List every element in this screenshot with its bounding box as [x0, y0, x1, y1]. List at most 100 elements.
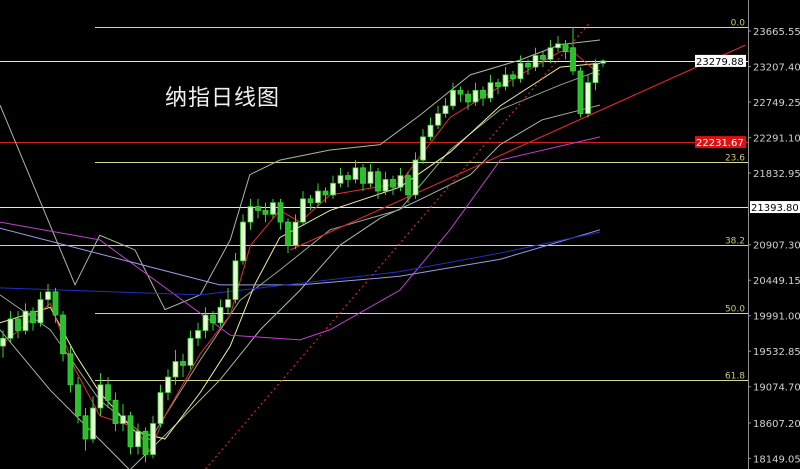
chart-title: 纳指日线图: [165, 86, 281, 111]
candle: [52, 287, 59, 323]
price-label-box: [695, 136, 746, 149]
bull-candle-body: [165, 376, 171, 393]
candle: [75, 377, 81, 424]
bull-candle-body: [292, 221, 299, 246]
bull-candle-body: [120, 415, 126, 424]
bull-candle-body: [337, 175, 344, 184]
price-label-box: [695, 54, 746, 67]
bear-candle-body: [577, 70, 584, 114]
candle: [435, 105, 441, 130]
indicator-line: [0, 62, 601, 440]
bull-candle-body: [487, 82, 494, 99]
bull-candle-body: [300, 198, 306, 223]
candle: [7, 311, 14, 343]
candle: [315, 183, 321, 207]
indicator-line: [0, 227, 601, 286]
candle: [187, 330, 194, 370]
candle: [540, 51, 546, 68]
bear-candle-body: [510, 74, 516, 80]
price-axis-label: 19991.00: [753, 312, 800, 323]
candle: [585, 74, 591, 118]
price-axis-label: 20907.30: [753, 241, 800, 252]
candle: [345, 171, 351, 188]
bull-candle-body: [195, 330, 201, 339]
candle: [292, 214, 299, 250]
bull-candle-body: [592, 62, 599, 83]
price-axis-label: 23665.55: [753, 27, 800, 38]
indicator-line: [0, 231, 601, 296]
bull-candle-body: [517, 62, 524, 80]
price-label: 23279.88: [696, 57, 744, 68]
candle: [502, 67, 509, 91]
candle: [270, 198, 276, 219]
price-axis-label: 18607.20: [753, 419, 800, 430]
bull-candle-body: [90, 407, 96, 440]
indicator-line: [0, 39, 601, 311]
bear-candle-body: [525, 62, 531, 68]
candle: [37, 291, 44, 327]
bull-candle-body: [270, 202, 276, 215]
price-axis-label: 23207.40: [753, 63, 800, 74]
candle: [382, 171, 389, 195]
bear-candle-body: [210, 314, 216, 324]
price-label: 21393.80: [751, 203, 799, 214]
candle: [262, 202, 269, 223]
candle: [517, 55, 524, 83]
price-axis-label: 19532.85: [753, 347, 800, 358]
bear-candle-body: [345, 175, 351, 180]
candle: [97, 373, 104, 416]
bear-candle-body: [255, 206, 261, 211]
price-label-box: [750, 201, 800, 214]
candle: [15, 311, 21, 339]
candle: [307, 194, 314, 211]
candle: [405, 171, 411, 203]
candle: [375, 167, 381, 199]
bull-candle-body: [217, 306, 224, 324]
bear-candle-body: [105, 384, 111, 401]
candle: [352, 160, 359, 184]
candle: [600, 59, 606, 68]
bull-candle-body: [367, 171, 374, 184]
candle: [45, 284, 51, 308]
bull-candle-body: [97, 384, 104, 409]
candle: [367, 163, 374, 188]
bear-candle-body: [52, 291, 59, 316]
candle: [67, 346, 74, 393]
bear-candle-body: [307, 198, 314, 204]
bear-candle-body: [360, 167, 366, 184]
bear-candle-body: [60, 314, 66, 355]
bull-candle-body: [315, 190, 321, 204]
candle: [487, 74, 494, 102]
candle: [532, 47, 539, 71]
bear-candle-body: [457, 89, 464, 95]
candle: [457, 86, 464, 102]
bear-candle-body: [142, 430, 149, 455]
bull-candle-body: [382, 179, 389, 192]
candle: [232, 253, 239, 304]
bear-candle-body: [277, 202, 284, 223]
bear-candle-body: [262, 210, 269, 215]
price-axis-label: 19074.70: [753, 383, 800, 394]
candle: [247, 198, 254, 230]
bull-candle-body: [0, 337, 6, 347]
bull-candle-body: [135, 430, 141, 448]
candle: [570, 26, 576, 75]
candle: [427, 117, 434, 141]
bull-candle-body: [202, 314, 209, 331]
bull-candle-body: [330, 182, 336, 196]
bear-candle-body: [75, 384, 81, 417]
indicator-line: [0, 136, 601, 341]
candle: [135, 423, 141, 455]
candle: [510, 70, 516, 87]
candle: [547, 39, 554, 64]
candle: [105, 377, 111, 409]
bull-candle-body: [412, 159, 419, 196]
bear-candle-body: [30, 310, 36, 324]
fib-level-label: 38.2: [725, 237, 745, 247]
fib-level-label: 50.0: [725, 305, 745, 315]
candle: [210, 311, 216, 331]
bear-candle-body: [390, 179, 396, 188]
bull-candle-body: [427, 124, 434, 138]
candle: [577, 67, 584, 118]
